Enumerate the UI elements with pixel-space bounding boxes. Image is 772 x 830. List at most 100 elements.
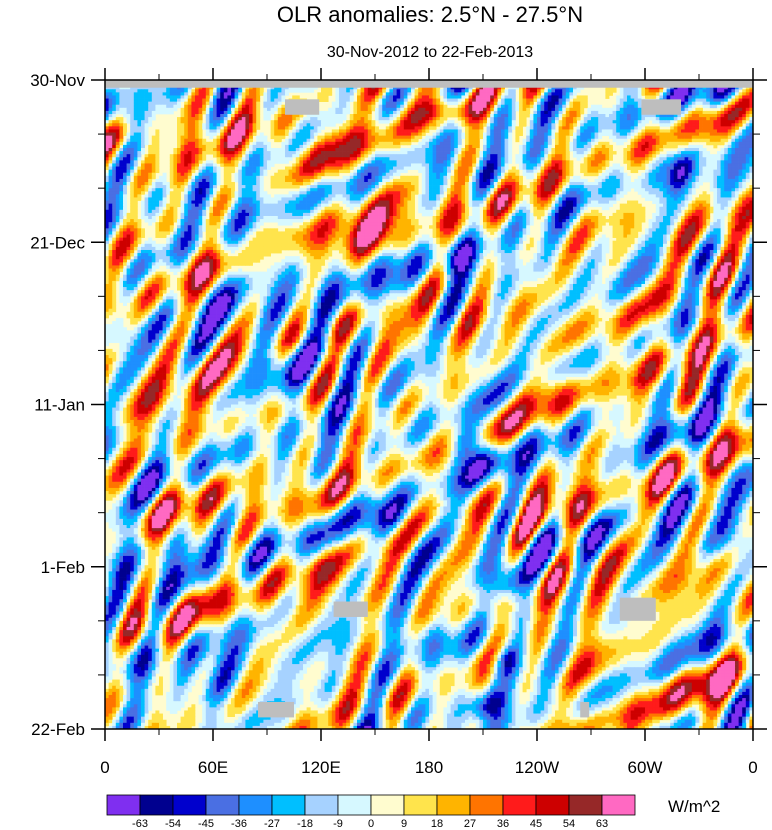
field-cell	[735, 99, 739, 102]
field-cell	[717, 105, 721, 108]
field-cell	[508, 102, 512, 105]
field-cell	[573, 105, 577, 108]
field-cell	[731, 105, 735, 108]
field-cell	[364, 99, 368, 102]
field-cell	[634, 99, 638, 102]
field-cell	[407, 105, 411, 108]
field-cell	[681, 105, 685, 108]
field-cell	[577, 102, 581, 105]
field-cell	[163, 95, 167, 98]
field-cell	[271, 108, 275, 111]
field-cell	[713, 99, 717, 102]
field-cell	[422, 108, 426, 111]
field-cell	[735, 105, 739, 108]
field-cell	[393, 95, 397, 98]
field-cell	[569, 92, 573, 95]
field-cell	[551, 95, 555, 98]
field-cell	[238, 108, 242, 111]
field-cell	[119, 99, 123, 102]
field-cell	[523, 105, 527, 108]
field-cell	[731, 102, 735, 105]
field-cell	[685, 99, 689, 102]
field-cell	[267, 92, 271, 95]
field-cell	[166, 99, 170, 102]
field-cell	[191, 105, 195, 108]
field-cell	[667, 95, 671, 98]
field-cell	[667, 89, 671, 92]
field-cell	[555, 99, 559, 102]
field-cell	[285, 89, 289, 92]
field-cell	[181, 108, 185, 111]
field-cell	[724, 99, 728, 102]
field-cell	[379, 99, 383, 102]
field-cell	[433, 95, 437, 98]
field-cell	[382, 108, 386, 111]
field-cell	[213, 99, 217, 102]
field-cell	[253, 89, 257, 92]
field-cell	[281, 105, 285, 108]
field-cell	[109, 99, 113, 102]
field-cell	[526, 95, 530, 98]
field-cell	[526, 102, 530, 105]
field-cell	[659, 89, 663, 92]
field-cell	[724, 89, 728, 92]
field-cell	[436, 102, 440, 105]
field-cell	[731, 95, 735, 98]
field-cell	[728, 99, 732, 102]
field-cell	[620, 102, 624, 105]
anomaly-field	[105, 80, 753, 729]
field-cell	[112, 105, 116, 108]
field-cell	[195, 102, 199, 105]
field-cell	[566, 102, 570, 105]
field-cell	[281, 89, 285, 92]
field-cell	[112, 95, 116, 98]
field-cell	[551, 99, 555, 102]
field-cell	[407, 108, 411, 111]
field-cell	[353, 102, 357, 105]
field-cell	[191, 95, 195, 98]
field-cell	[613, 105, 617, 108]
field-cell	[429, 95, 433, 98]
field-cell	[224, 89, 228, 92]
field-cell	[501, 105, 505, 108]
field-cell	[332, 105, 336, 108]
field-cell	[451, 92, 455, 95]
field-cell	[537, 92, 541, 95]
field-cell	[411, 89, 415, 92]
field-cell	[537, 95, 541, 98]
field-cell	[562, 89, 566, 92]
field-cell	[645, 89, 649, 92]
field-cell	[695, 95, 699, 98]
field-cell	[238, 92, 242, 95]
field-cell	[393, 89, 397, 92]
field-cell	[260, 92, 264, 95]
field-cell	[505, 92, 509, 95]
field-cell	[533, 92, 537, 95]
field-cell	[166, 92, 170, 95]
field-cell	[109, 102, 113, 105]
field-cell	[227, 105, 231, 108]
field-cell	[692, 95, 696, 98]
field-cell	[310, 89, 314, 92]
field-cell	[361, 105, 365, 108]
field-cell	[148, 105, 152, 108]
field-cell	[271, 105, 275, 108]
field-cell	[512, 102, 516, 105]
field-cell	[566, 99, 570, 102]
field-cell	[137, 95, 141, 98]
field-cell	[119, 92, 123, 95]
field-cell	[152, 108, 156, 111]
field-cell	[728, 105, 732, 108]
field-cell	[742, 92, 746, 95]
field-cell	[332, 108, 336, 111]
field-cell	[173, 102, 177, 105]
field-cell	[184, 105, 188, 108]
field-cell	[706, 99, 710, 102]
field-cell	[634, 92, 638, 95]
field-cell	[155, 99, 159, 102]
field-cell	[451, 99, 455, 102]
field-cell	[242, 105, 246, 108]
field-cell	[217, 105, 221, 108]
field-cell	[249, 99, 253, 102]
field-cell	[728, 95, 732, 98]
